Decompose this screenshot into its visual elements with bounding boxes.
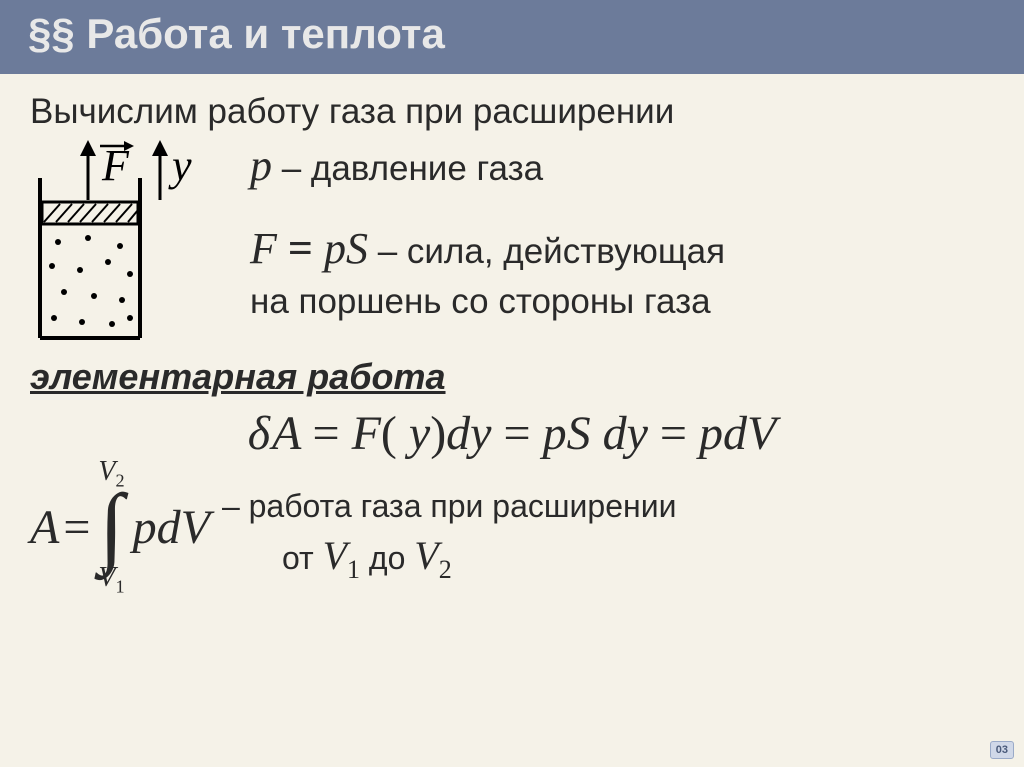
eq-eq3: = [660,407,699,460]
force-eq: = [288,224,313,273]
eq-eq2: = [503,407,542,460]
def-pressure: p – давление газа [250,140,994,191]
int-lower: V1 [98,565,124,595]
integral-sign: ∫ [99,489,124,566]
eq-paren-close: ) [430,407,446,460]
svg-text:y: y [168,141,192,190]
final-part1: – работа газа при расширении [222,488,677,524]
int-A: A [30,500,59,555]
eq-F: F [352,407,381,460]
eq-pdV: pdV [699,407,776,460]
integral-symbol: V2 ∫ V1 [98,459,124,595]
subheading-elementary: элементарная работа [30,356,994,398]
eq-y: y [397,407,430,460]
int-integrand: pdV [133,500,210,555]
eq-dy2: dy [603,407,660,460]
force-text2: на поршень со стороны газа [250,282,711,321]
symbol-p: p [250,141,272,190]
int-eq: = [63,500,90,555]
integral-expression: A = V2 ∫ V1 pdV [30,459,210,595]
content-area: Вычислим работу газа при расширении F y [0,74,1024,767]
equation-elementary: δA = F( y)dy = pS dy = pdV [30,406,994,461]
eq-eq1: = [312,407,351,460]
def-pressure-text: – давление газа [272,149,543,188]
piston-diagram: F y [30,138,220,348]
force-rhs: pS [313,224,368,273]
eq-paren-open: ( [381,407,397,460]
final-text: – работа газа при расширении от V1 до V2 [222,466,677,589]
slide-title: §§ Работа и теплота [28,10,996,58]
force-lhs: F [250,224,288,273]
def-force: F = pS – сила, действующая на поршень со… [250,219,994,326]
final-pre: от [282,540,323,576]
eq-pS: pS [543,407,603,460]
eq-delta: δ [248,407,270,460]
piston-row: F y [30,138,994,348]
eq-A: A [272,407,312,460]
page-number: 03 [990,741,1014,759]
slide: §§ Работа и теплота Вычислим работу газа… [0,0,1024,767]
final-V2: V2 [414,533,451,578]
final-row: A = V2 ∫ V1 pdV – работа газа при расшир… [30,459,994,595]
title-bar: §§ Работа и теплота [0,0,1024,74]
final-mid: до [360,540,414,576]
eq-dy1: dy [446,407,503,460]
final-V1: V1 [323,533,360,578]
intro-line: Вычислим работу газа при расширении [30,92,994,132]
definitions: p – давление газа F = pS – сила, действу… [250,138,994,326]
force-text1: – сила, действующая [368,232,725,271]
